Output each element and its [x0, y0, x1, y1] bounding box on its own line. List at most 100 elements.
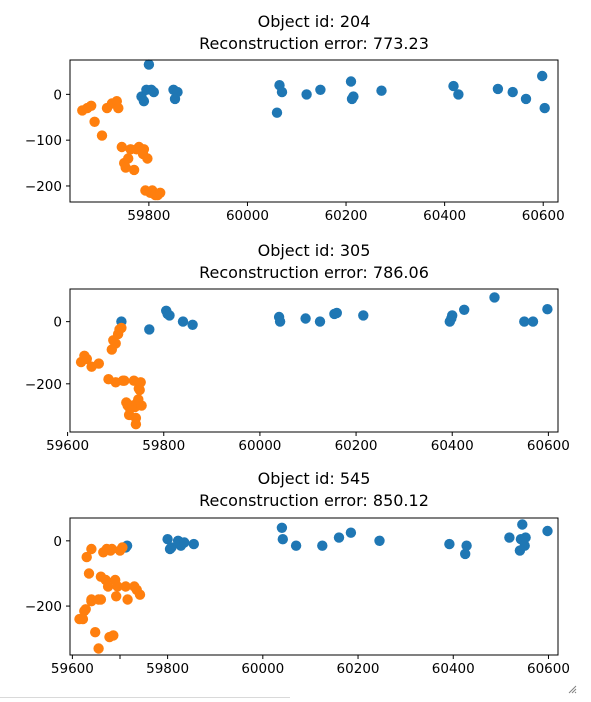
- axes-frame: [69, 288, 559, 433]
- y-tick-label: −200: [25, 179, 62, 195]
- data-point: [317, 540, 328, 551]
- data-point: [517, 519, 528, 530]
- x-tick-label: 60000: [238, 438, 281, 454]
- data-point: [177, 316, 189, 327]
- data-point: [86, 100, 97, 112]
- x-tick-label: 60000: [241, 661, 284, 677]
- data-point: [314, 316, 326, 327]
- data-point: [290, 540, 302, 551]
- data-point: [542, 304, 553, 315]
- data-point: [444, 538, 455, 550]
- data-point: [123, 153, 134, 164]
- data-point: [143, 59, 155, 70]
- data-point: [333, 532, 345, 543]
- data-point: [135, 377, 146, 388]
- y-tick-label: −100: [25, 133, 62, 149]
- data-point: [453, 89, 464, 100]
- data-point: [136, 400, 147, 411]
- data-point: [77, 613, 89, 625]
- data-point: [134, 589, 146, 600]
- panel-title: Object id: 305: [258, 241, 371, 260]
- data-point: [80, 604, 91, 615]
- panel-title: Object id: 204: [258, 12, 371, 31]
- data-point: [447, 310, 458, 321]
- data-point: [527, 316, 539, 327]
- data-point: [142, 153, 153, 164]
- data-point: [93, 643, 104, 654]
- data-point: [507, 86, 518, 98]
- x-tick-label: 59800: [146, 661, 189, 677]
- data-point: [120, 581, 131, 592]
- panel-subtitle: Reconstruction error: 786.06: [199, 263, 429, 282]
- data-point: [117, 542, 128, 553]
- data-point: [93, 358, 105, 369]
- data-point: [331, 307, 342, 319]
- data-point: [119, 375, 130, 386]
- y-tick-label: 0: [53, 315, 62, 331]
- data-point: [519, 540, 530, 551]
- scatter-panel-1: Object id: 204 Reconstruction error: 773.…: [25, 12, 565, 224]
- data-point: [345, 76, 357, 87]
- x-tick-label: 60200: [335, 438, 378, 454]
- data-point: [492, 83, 504, 95]
- data-point: [96, 130, 108, 141]
- data-point: [89, 116, 100, 128]
- x-tick-label: 60600: [527, 661, 570, 677]
- data-point: [86, 594, 97, 605]
- scatter-panel-2: Object id: 305 Reconstruction error: 786.…: [25, 241, 570, 454]
- y-tick-label: −200: [25, 599, 62, 615]
- scatter-panel-3: Object id: 545 Reconstruction error: 850.…: [25, 469, 570, 677]
- output-area-divider: [0, 697, 290, 702]
- resize-handle-icon[interactable]: [567, 684, 577, 694]
- data-point: [111, 591, 122, 602]
- data-point: [130, 419, 142, 430]
- data-point: [274, 316, 286, 327]
- x-tick-label: 60200: [337, 661, 380, 677]
- data-point: [461, 540, 472, 551]
- y-tick-label: 0: [53, 534, 62, 550]
- x-tick-label: 59600: [51, 661, 94, 677]
- data-point: [102, 581, 114, 592]
- data-point: [539, 102, 550, 114]
- data-point: [120, 162, 131, 173]
- data-point: [520, 532, 531, 543]
- x-tick-label: 60600: [527, 438, 570, 454]
- data-point: [81, 551, 92, 563]
- data-point: [86, 543, 97, 555]
- data-point: [162, 534, 173, 545]
- x-tick-label: 60400: [423, 208, 466, 224]
- x-tick-label: 59800: [127, 208, 170, 224]
- data-point: [358, 310, 369, 321]
- data-point: [459, 304, 470, 315]
- x-tick-label: 60000: [226, 208, 269, 224]
- data-point: [271, 107, 283, 118]
- data-point: [106, 543, 118, 555]
- data-point: [188, 538, 199, 550]
- data-point: [166, 542, 177, 553]
- data-point: [116, 322, 127, 334]
- data-point: [172, 86, 183, 98]
- x-tick-label: 60200: [325, 208, 368, 224]
- data-point: [300, 313, 311, 324]
- panel-subtitle: Reconstruction error: 773.23: [199, 34, 429, 53]
- data-point: [81, 353, 93, 365]
- y-tick-label: −200: [25, 377, 62, 393]
- axes-frame: [69, 59, 559, 203]
- data-point: [537, 70, 548, 82]
- data-point: [108, 630, 119, 641]
- data-point: [519, 316, 530, 327]
- data-point: [134, 384, 145, 396]
- data-point: [110, 338, 121, 349]
- data-point: [276, 86, 288, 98]
- data-point: [148, 86, 159, 98]
- y-tick-label: 0: [53, 87, 62, 103]
- data-point: [90, 627, 101, 638]
- data-point: [504, 532, 515, 543]
- data-point: [138, 96, 150, 107]
- x-tick-label: 60400: [431, 438, 474, 454]
- data-point: [112, 581, 123, 592]
- data-point: [348, 91, 359, 102]
- x-tick-label: 60600: [522, 208, 565, 224]
- data-point: [315, 84, 326, 96]
